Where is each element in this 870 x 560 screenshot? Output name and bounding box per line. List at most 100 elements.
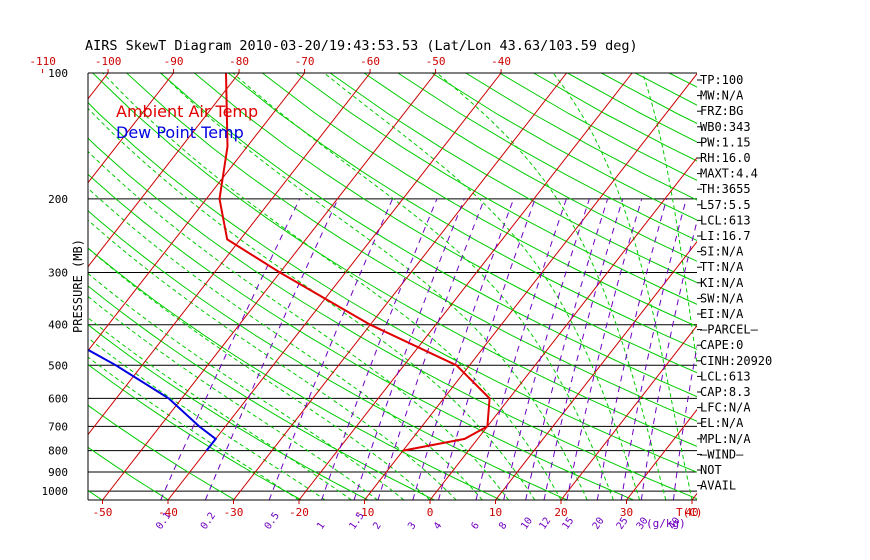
dew-point-temp-line xyxy=(88,348,218,452)
mixing-ratio-line xyxy=(475,198,567,500)
legend-dew-point-temp: Dew Point Temp xyxy=(116,123,244,142)
pressure-tick-label: 200 xyxy=(48,193,68,206)
isotherm-line xyxy=(88,73,240,268)
profile-series xyxy=(88,73,491,452)
stability-index: AVAIL xyxy=(700,479,736,493)
stability-index: L57:5.5 xyxy=(700,198,751,212)
moist-adiabat-line xyxy=(552,73,693,500)
pressure-tick-label: 400 xyxy=(48,319,68,332)
mixing-ratio-tick: 6 xyxy=(469,520,481,531)
bottom-temp-axis: -50 -40 -30 -20 -10 0 10 20 30 40 xyxy=(93,500,699,519)
pressure-tick-label: 100 xyxy=(48,67,68,80)
mixing-ratio-tick: 4 xyxy=(432,520,444,531)
stability-index: –PARCEL– xyxy=(700,323,759,337)
pressure-tick-label: 300 xyxy=(48,267,68,280)
stability-index: PW:1.15 xyxy=(700,135,751,149)
moist-adiabat-line xyxy=(88,247,431,500)
dry-adiabat-line xyxy=(227,73,697,350)
mixing-ratio-line xyxy=(525,198,609,500)
legend-ambient-air-temp: Ambient Air Temp xyxy=(116,102,258,121)
dry-adiabat-line xyxy=(634,73,697,106)
dry-adiabat-line xyxy=(737,73,870,500)
dry-adiabat-line xyxy=(88,137,697,500)
moist-adiabats xyxy=(88,73,697,500)
mixing-ratio-line xyxy=(640,219,697,500)
isotherm-line xyxy=(495,240,697,500)
dry-adiabat-line xyxy=(126,73,697,422)
mixing-ratio-line xyxy=(160,198,301,500)
top-temp-tick-label: -40 xyxy=(491,55,511,68)
top-temp-tick-label: -80 xyxy=(229,55,249,68)
stability-index: LCL:613 xyxy=(700,213,751,227)
mixing-ratio-line xyxy=(566,198,643,500)
top-temp-axis: -120-110-100-90-80-70-60-50-40 xyxy=(29,55,511,73)
dry-adiabat-line xyxy=(88,210,568,500)
bottom-temp-tick-label: -20 xyxy=(289,506,309,519)
dry-adiabat-line xyxy=(88,324,369,500)
dry-adiabat-line xyxy=(88,173,634,500)
moist-adiabat-line xyxy=(323,73,641,500)
top-temp-tick-label: -90 xyxy=(164,55,184,68)
bottom-temp-tick-label: -50 xyxy=(93,506,113,519)
pressure-tick-label: 1000 xyxy=(42,485,69,498)
dry-adiabat-line xyxy=(0,73,36,500)
stability-index: MAXT:4.4 xyxy=(700,167,758,181)
ambient-air-temp-line xyxy=(218,73,491,452)
mixing-ratio-line xyxy=(353,198,465,500)
stability-index: TH:3655 xyxy=(700,182,751,196)
mixing-ratio-line xyxy=(321,198,438,500)
mixing-ratio-line xyxy=(412,198,515,500)
dry-adiabat-line xyxy=(88,247,501,500)
isotherm-line xyxy=(102,73,436,500)
isotherm-line xyxy=(626,408,697,500)
stability-index: TP:100 xyxy=(700,73,743,87)
mixing-ratio-line xyxy=(543,198,624,500)
moist-adiabat-line xyxy=(232,73,614,500)
bottom-temp-tick-label: 20 xyxy=(554,506,567,519)
moist-adiabat-line xyxy=(88,295,378,500)
stability-index: MW:N/A xyxy=(700,89,744,103)
moist-adiabat-line xyxy=(102,73,562,500)
moist-adiabat-line xyxy=(88,150,509,500)
isotherm-line xyxy=(0,73,43,500)
isotherm-line xyxy=(429,156,697,500)
dry-adiabat-line xyxy=(88,285,435,500)
plot-area xyxy=(0,73,870,500)
dry-adiabat-line xyxy=(88,446,169,500)
moist-adiabat-line xyxy=(88,356,300,500)
isotherm-line xyxy=(758,73,870,500)
dry-adiabat-line xyxy=(194,73,697,374)
isotherm-line xyxy=(88,73,371,436)
top-temp-tick-label: -50 xyxy=(426,55,446,68)
moist-adiabat-line xyxy=(436,73,667,500)
stability-index: KI:N/A xyxy=(700,276,744,290)
stability-index: RH:16.0 xyxy=(700,151,751,165)
y-axis-label: PRESSURE (MB) xyxy=(71,239,85,333)
mixing-ratio-line xyxy=(438,198,536,500)
top-temp-tick-label: -60 xyxy=(360,55,380,68)
mixing-ratio-line xyxy=(620,198,687,500)
mixing-ratio-tick: 12 xyxy=(537,516,553,532)
mixing-ratio-tick: 3 xyxy=(406,520,418,531)
mixing-ratio-line xyxy=(268,198,393,500)
t-unit-label: T(C) xyxy=(676,506,703,519)
dry-adiabat-line xyxy=(295,73,697,305)
stability-index: –WIND– xyxy=(700,447,744,461)
mixing-ratio-tick: 0.2 xyxy=(199,511,218,532)
mixing-ratio-line xyxy=(377,198,485,500)
dry-adiabat-line xyxy=(160,73,697,398)
dry-adiabat-line xyxy=(329,73,697,284)
stability-index: LI:16.7 xyxy=(700,229,751,243)
pressure-tick-label: 600 xyxy=(48,392,68,405)
stability-index: CINH:20920 xyxy=(700,354,772,368)
bottom-temp-tick-label: -10 xyxy=(355,506,375,519)
top-temp-tick-label: -70 xyxy=(295,55,315,68)
isotherm-line xyxy=(88,73,174,184)
bottom-temp-tick-label: 10 xyxy=(489,506,502,519)
mixing-ratio-tick: 20 xyxy=(591,516,607,532)
mixing-ratio-tick: 0.5 xyxy=(263,511,282,532)
isotherm-line xyxy=(560,324,697,500)
mixing-ratio-tick: 1 xyxy=(315,520,327,531)
